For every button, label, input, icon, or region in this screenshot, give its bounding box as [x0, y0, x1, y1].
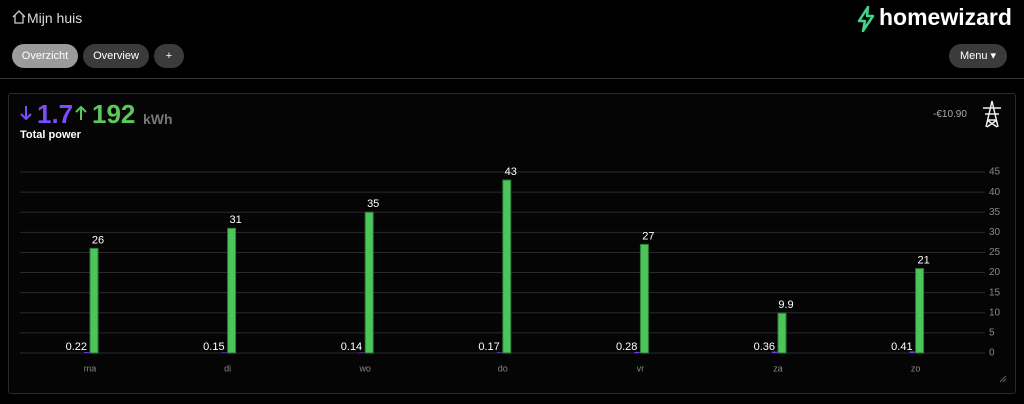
x-tick-label: zo — [911, 363, 921, 373]
import-value: 1.7 — [37, 99, 74, 129]
menu-button[interactable]: Menu ▾ — [949, 44, 1007, 68]
value-label: 26 — [92, 234, 104, 246]
home-title: Mijn huis — [27, 10, 83, 26]
menu-label: Menu — [959, 50, 988, 62]
y-tick-label: 25 — [989, 247, 1001, 258]
bar — [772, 351, 777, 353]
x-tick-label: wo — [358, 363, 371, 373]
x-tick-label: za — [773, 363, 783, 373]
y-tick-label: 10 — [989, 307, 1001, 318]
x-tick-label: ma — [84, 363, 97, 373]
unit: kWh — [143, 111, 173, 127]
add-button[interactable]: + — [154, 44, 184, 68]
bar — [89, 247, 99, 354]
x-tick-label: do — [498, 363, 508, 373]
value-label: 27 — [642, 230, 654, 242]
logo-text: homewizard — [879, 4, 1012, 30]
tab-button[interactable]: Overview — [83, 44, 149, 68]
value-label: 0.41 — [891, 341, 912, 353]
value-label: 21 — [917, 254, 929, 266]
export-value: 192 — [92, 99, 136, 129]
bar — [777, 312, 787, 354]
bar — [496, 352, 502, 353]
value-label: 9.9 — [778, 299, 793, 311]
import-arrow — [20, 106, 32, 121]
value-label: 43 — [505, 166, 517, 178]
y-tick-label: 15 — [989, 287, 1001, 298]
bar — [84, 352, 89, 353]
y-tick-label: 35 — [989, 207, 1001, 218]
tab-button[interactable]: Overzicht — [12, 44, 78, 68]
bar — [634, 351, 640, 353]
y-tick-label: 40 — [989, 187, 1001, 198]
value-label: 0.17 — [478, 341, 499, 353]
bar — [639, 243, 649, 354]
value-label: 0.36 — [754, 341, 775, 353]
bar — [364, 211, 374, 354]
bar — [502, 179, 512, 354]
value-label: 35 — [367, 198, 379, 210]
bar — [359, 352, 365, 353]
y-tick-label: 20 — [989, 267, 1001, 278]
value-label: 31 — [229, 214, 241, 226]
panel — [8, 93, 1016, 394]
resize-handle — [999, 375, 1007, 383]
value-label: 0.28 — [616, 341, 637, 353]
y-tick-label: 5 — [989, 328, 995, 339]
cost: -€10.90 — [933, 109, 967, 120]
y-tick-label: 0 — [989, 348, 995, 359]
divider — [0, 78, 1024, 79]
bar — [221, 352, 227, 353]
bar — [227, 227, 237, 354]
bar — [909, 351, 915, 353]
x-tick-label: vr — [637, 363, 645, 373]
x-tick-label: di — [224, 363, 231, 373]
value-label: 0.15 — [203, 341, 224, 353]
home-icon — [12, 10, 26, 24]
y-tick-label: 30 — [989, 227, 1001, 238]
summary-label: Total power — [20, 129, 81, 141]
value-label: 0.22 — [66, 341, 87, 353]
value-label: 0.14 — [341, 341, 362, 353]
bar — [915, 268, 925, 354]
y-tick-label: 45 — [989, 167, 1001, 178]
grid-icon — [983, 100, 1001, 128]
export-arrow — [75, 105, 87, 120]
logo-icon — [857, 6, 875, 32]
